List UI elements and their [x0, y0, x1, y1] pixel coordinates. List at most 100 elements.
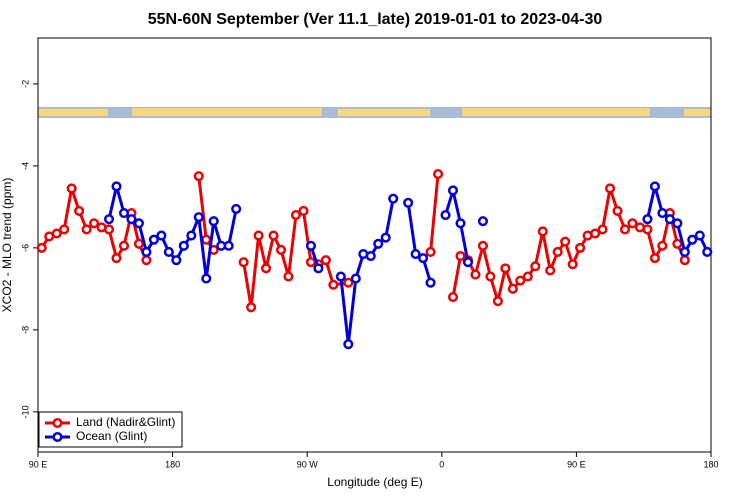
data-point — [530, 261, 541, 272]
data-point — [193, 212, 204, 223]
data-point — [500, 263, 511, 274]
data-point — [171, 255, 182, 266]
data-point — [156, 230, 167, 241]
data-point — [672, 218, 683, 229]
data-point — [605, 183, 616, 194]
data-point — [433, 169, 444, 180]
data-point — [470, 269, 481, 280]
data-point — [74, 205, 85, 217]
data-point — [201, 234, 212, 245]
data-point — [515, 275, 526, 286]
data-point — [118, 240, 130, 251]
legend: Land (Nadir&Glint)Ocean (Glint) — [38, 411, 183, 448]
x-tick-label: 0 — [439, 459, 444, 469]
data-point — [103, 224, 115, 235]
x-axis-label: Longitude (deg E) — [327, 475, 422, 489]
data-point — [425, 277, 436, 288]
data-point — [649, 181, 660, 192]
data-point — [679, 246, 690, 258]
y-tick-label: -10 — [20, 405, 30, 418]
data-point — [388, 193, 399, 204]
data-point — [627, 218, 638, 229]
y-axis-label: XCO2 - MLO trend (ppm) — [0, 178, 14, 313]
data-point — [672, 238, 683, 249]
legend-box — [38, 411, 183, 448]
x-tick-label: 180 — [165, 459, 180, 469]
land-ocean-strip — [38, 107, 711, 118]
data-point — [253, 230, 264, 241]
data-point — [590, 228, 601, 239]
data-point — [103, 214, 115, 225]
data-point — [148, 234, 159, 245]
data-point — [560, 236, 571, 247]
data-point — [51, 228, 62, 239]
data-point — [141, 255, 152, 266]
chart-title: 55N-60N September (Ver 11.1_late) 2019-0… — [148, 11, 603, 28]
data-point — [126, 214, 137, 225]
data-point — [193, 171, 204, 182]
data-point — [118, 207, 130, 219]
data-point — [657, 240, 668, 251]
legend-marker — [52, 417, 63, 429]
data-point — [283, 271, 294, 282]
data-point — [178, 240, 189, 251]
y-tick-label: -8 — [20, 326, 30, 334]
data-point — [335, 271, 346, 282]
data-point — [664, 214, 675, 225]
data-point — [702, 246, 713, 258]
data-point — [410, 248, 421, 260]
data-point — [597, 224, 608, 235]
data-point — [485, 271, 496, 282]
data-point — [545, 265, 556, 276]
data-point — [186, 230, 197, 241]
data-point — [657, 207, 668, 219]
data-point — [403, 197, 414, 208]
data-point — [455, 218, 466, 229]
data-point — [36, 242, 47, 253]
x-tick-label: 180 — [703, 459, 718, 469]
data-point — [261, 263, 272, 274]
data-point — [305, 240, 316, 251]
x-tick-label: 90 E — [567, 459, 586, 469]
data-point — [59, 224, 70, 235]
data-point — [425, 246, 436, 258]
data-point — [447, 292, 459, 303]
data-point — [328, 279, 339, 290]
data-point — [447, 185, 459, 196]
data-point — [201, 273, 212, 284]
data-point — [133, 218, 144, 229]
legend-label: Ocean (Glint) — [76, 429, 147, 443]
data-point — [418, 253, 429, 264]
strip-land — [132, 108, 322, 116]
data-point — [455, 251, 466, 262]
data-point — [619, 224, 631, 235]
strip-land — [38, 109, 108, 116]
data-point — [694, 230, 705, 241]
data-point — [133, 238, 144, 249]
x-tick-label: 90 W — [297, 459, 319, 469]
data-point — [231, 203, 242, 214]
data-point — [89, 218, 100, 229]
data-point — [477, 240, 488, 251]
legend-marker — [52, 431, 63, 443]
data-point — [290, 210, 302, 221]
data-point — [111, 181, 122, 192]
data-point — [567, 259, 578, 270]
data-point — [365, 251, 376, 262]
data-point — [141, 246, 152, 258]
data-point — [462, 257, 474, 268]
data-point — [343, 277, 354, 288]
data-point — [223, 240, 234, 251]
x-tick-label: 90 E — [29, 459, 48, 469]
data-point — [575, 242, 586, 253]
data-point — [612, 205, 623, 217]
legend-label: Land (Nadir&Glint) — [76, 415, 175, 429]
data-point — [642, 214, 653, 225]
strip-land — [338, 109, 430, 116]
data-point — [477, 216, 488, 227]
data-point — [350, 273, 361, 284]
y-tick-label: -2 — [20, 80, 30, 88]
data-point — [298, 205, 309, 217]
data-point — [537, 226, 548, 237]
